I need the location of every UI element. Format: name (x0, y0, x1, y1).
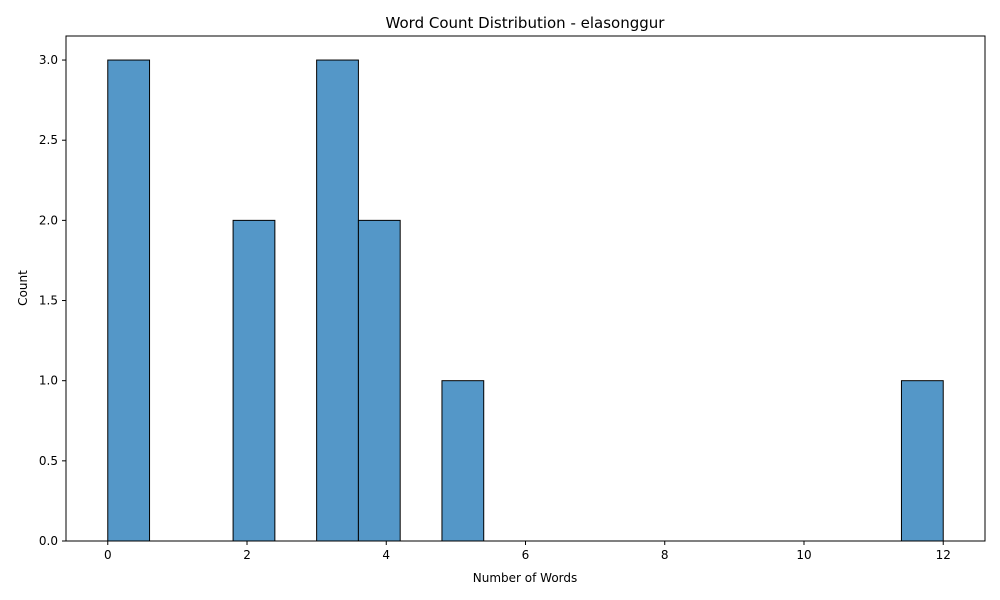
y-axis-ticks: 0.0 0.5 1.0 1.5 2.0 2.5 3.0 (39, 53, 66, 548)
x-tick-label-1: 2 (243, 548, 251, 562)
x-axis-ticks: 0 2 4 6 8 10 12 (104, 541, 951, 562)
plot-frame (65, 35, 986, 542)
x-tick-label-0: 0 (104, 548, 112, 562)
histogram-bar-3 (357, 219, 401, 542)
y-tick-label-4: 2.0 (39, 213, 58, 227)
y-tick-label-0: 0.0 (39, 534, 58, 548)
x-tick-label-4: 8 (661, 548, 669, 562)
chart-title: Word Count Distribution - elasonggur (386, 14, 666, 32)
x-tick-label-6: 12 (936, 548, 951, 562)
y-tick-label-5: 2.5 (39, 133, 58, 147)
histogram-bar-5 (900, 380, 944, 542)
y-tick-label-3: 1.5 (39, 294, 58, 308)
bars-group (107, 59, 944, 542)
x-tick-label-2: 4 (382, 548, 390, 562)
y-tick-label-2: 1.0 (39, 374, 58, 388)
histogram-bar-2 (316, 59, 359, 542)
histogram-bar-1 (232, 219, 276, 542)
x-tick-label-5: 10 (796, 548, 811, 562)
y-tick-label-6: 3.0 (39, 53, 58, 67)
x-tick-label-3: 6 (522, 548, 530, 562)
y-axis-label: Count (16, 270, 30, 306)
x-axis-label: Number of Words (473, 571, 578, 585)
histogram-bar-4 (441, 380, 485, 542)
histogram-bar-0 (107, 59, 151, 542)
y-tick-label-1: 0.5 (39, 454, 58, 468)
